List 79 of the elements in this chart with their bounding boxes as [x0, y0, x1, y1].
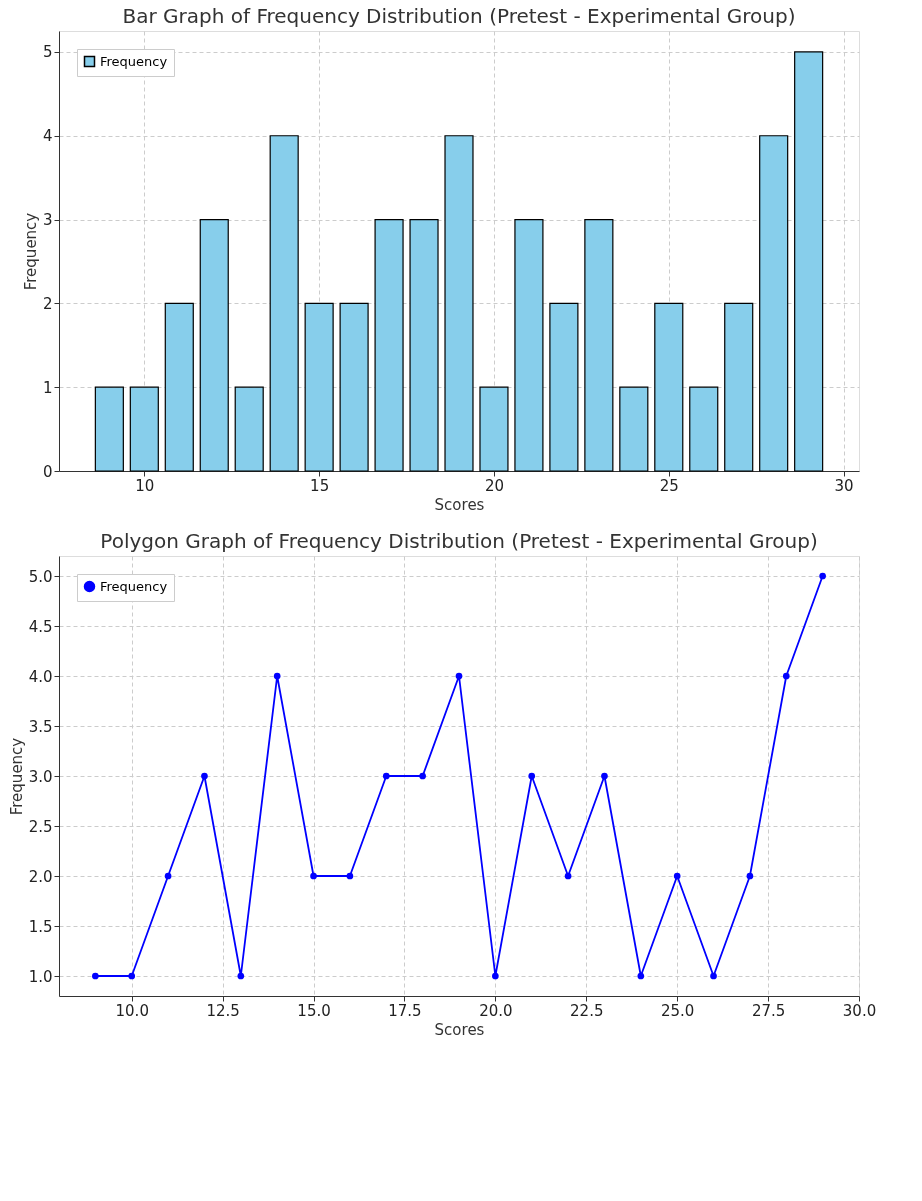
y-tick-label: 5.0	[28, 567, 53, 586]
bar	[514, 218, 544, 472]
x-tick-label: 25.0	[660, 1001, 695, 1020]
point	[310, 872, 317, 880]
y-tick-label: 1.0	[28, 967, 53, 986]
bar	[654, 302, 684, 472]
bar	[339, 302, 369, 472]
x-axis-title: Scores	[434, 495, 485, 514]
point	[164, 872, 172, 880]
x-tick-label: 10	[135, 476, 155, 495]
bar	[759, 135, 789, 472]
point	[782, 672, 790, 680]
y-tick-label: 1	[42, 378, 53, 397]
x-tick-label: 15	[310, 476, 330, 495]
y-tick-label: 3	[42, 211, 53, 230]
point	[273, 672, 281, 680]
x-tick-label: 15.0	[297, 1001, 331, 1020]
point	[92, 972, 99, 980]
y-tick-label: 3.0	[28, 767, 53, 786]
x-tick-label: 20	[484, 476, 505, 495]
bar	[619, 386, 649, 472]
x-tick-label: 20.0	[479, 1001, 513, 1020]
point	[819, 572, 826, 580]
bar	[689, 386, 719, 472]
bar	[269, 135, 299, 472]
x-tick-label: 10.0	[115, 1001, 149, 1020]
point	[346, 872, 354, 880]
y-tick-label: 2.0	[28, 867, 53, 886]
y-tick-label: 4.5	[28, 617, 53, 636]
y-tick-label: 4	[42, 127, 53, 146]
y-axis-title: Frequency	[21, 212, 40, 291]
bar	[724, 302, 754, 472]
y-tick-label: 1.5	[28, 917, 53, 936]
x-tick-label: 25	[659, 476, 679, 495]
x-axis-title: Scores	[434, 1020, 485, 1039]
x-tick-label: 30.0	[842, 1001, 877, 1020]
bar	[584, 218, 614, 472]
point	[673, 872, 681, 880]
bar	[374, 218, 404, 472]
bar	[234, 386, 264, 472]
point	[419, 772, 426, 780]
x-tick-label: 27.5	[751, 1001, 786, 1020]
x-tick-label: 22.5	[570, 1001, 604, 1020]
bar	[164, 302, 194, 472]
chart-title: Bar Graph of Frequency Distribution (Pretest - Experimental Group)	[122, 4, 796, 28]
bar	[549, 302, 579, 472]
y-tick-label: 3.5	[28, 717, 53, 736]
point	[201, 772, 208, 780]
point	[564, 872, 572, 880]
y-tick-label: 2.5	[28, 817, 53, 836]
y-tick-label: 4.0	[28, 667, 53, 686]
y-tick-label: 2	[42, 294, 53, 313]
y-tick-label: 5	[42, 43, 53, 62]
y-tick-label: 0	[42, 462, 53, 481]
bar	[304, 302, 334, 472]
bar	[199, 218, 229, 472]
point	[492, 972, 499, 980]
bar	[409, 218, 439, 472]
point	[528, 772, 536, 780]
point	[382, 772, 390, 780]
legend-label: Frequency	[100, 578, 168, 594]
bar	[444, 135, 474, 472]
point	[746, 872, 754, 880]
point	[455, 672, 463, 680]
legend-label: Frequency	[100, 53, 168, 69]
bar	[794, 51, 824, 472]
point	[128, 972, 136, 980]
x-tick-label: 30	[834, 476, 854, 495]
point	[710, 972, 717, 980]
chart-title: Polygon Graph of Frequency Distribution (Pretest - Experimental Group)	[100, 529, 818, 553]
y-axis-title: Frequency	[7, 737, 26, 816]
point	[637, 972, 645, 980]
bar	[94, 386, 124, 472]
x-tick-label: 12.5	[206, 1001, 240, 1020]
bar	[129, 386, 159, 472]
x-tick-label: 17.5	[388, 1001, 422, 1020]
bar	[479, 386, 509, 472]
point	[237, 972, 245, 980]
point	[601, 772, 608, 780]
